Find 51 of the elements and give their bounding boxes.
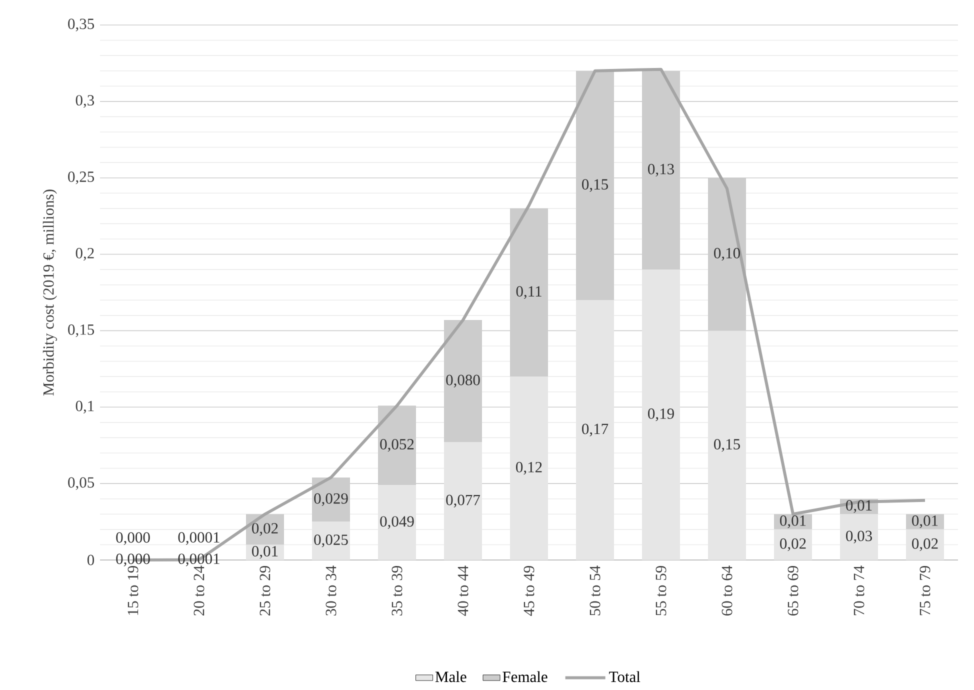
x-tick-label: 70 to 74 bbox=[854, 566, 864, 616]
data-label: 0,03 bbox=[846, 530, 872, 544]
data-label: 0,10 bbox=[714, 248, 740, 261]
data-label: 0,049 bbox=[380, 516, 414, 529]
y-tick-label: 0,2 bbox=[76, 248, 94, 261]
legend-label: Total bbox=[609, 671, 640, 682]
data-label: 0,15 bbox=[582, 179, 608, 192]
y-tick-label: 0,1 bbox=[76, 400, 94, 414]
data-label: 0,000 bbox=[116, 532, 150, 545]
data-label: 0,02 bbox=[252, 523, 278, 536]
y-tick-label: 0,05 bbox=[68, 477, 94, 490]
y-tick-label: 0,3 bbox=[76, 95, 94, 108]
x-tick-label: 75 to 79 bbox=[920, 566, 930, 616]
y-tick-label: 0,25 bbox=[68, 172, 94, 184]
data-label: 0,0001 bbox=[178, 532, 220, 545]
y-axis-title: Morbidity cost (2019 €, millions) bbox=[42, 190, 57, 396]
x-tick-label: 50 to 54 bbox=[590, 566, 600, 616]
x-tick-label: 20 to 24 bbox=[194, 566, 204, 616]
x-tick-label: 45 to 49 bbox=[524, 566, 534, 616]
x-tick-label: 35 to 39 bbox=[392, 566, 402, 616]
x-tick-label: 15 to 19 bbox=[128, 566, 138, 615]
data-label: 0,19 bbox=[648, 408, 674, 422]
data-label: 0,01 bbox=[912, 515, 938, 528]
y-tick-label: 0 bbox=[87, 554, 94, 566]
data-label: 0,02 bbox=[780, 538, 806, 552]
x-tick-label: 60 to 64 bbox=[722, 566, 732, 616]
legend-label: Male bbox=[435, 671, 466, 682]
x-tick-label: 30 to 34 bbox=[326, 566, 336, 616]
data-label: 0,01 bbox=[780, 515, 806, 528]
data-label: 0,12 bbox=[516, 462, 542, 475]
data-label: 0,0001 bbox=[178, 554, 220, 566]
data-label: 0,080 bbox=[446, 374, 480, 388]
data-label: 0,025 bbox=[314, 534, 348, 548]
x-tick-label: 40 to 44 bbox=[458, 566, 468, 616]
data-label: 0,17 bbox=[582, 424, 608, 436]
y-tick-label: 0,35 bbox=[68, 18, 94, 32]
data-label: 0,13 bbox=[648, 164, 674, 177]
data-label: 0,11 bbox=[516, 286, 542, 299]
legend-label: Female bbox=[502, 671, 548, 682]
x-tick-label: 25 to 29 bbox=[260, 566, 270, 616]
data-label: 0,052 bbox=[380, 439, 414, 452]
data-label: 0,01 bbox=[252, 546, 278, 559]
data-label: 0,029 bbox=[314, 493, 348, 506]
x-tick-label: 55 to 59 bbox=[656, 566, 666, 616]
data-label: 0,15 bbox=[714, 439, 740, 452]
data-label: 0,077 bbox=[446, 494, 480, 508]
data-label: 0,000 bbox=[116, 554, 150, 566]
x-tick-label: 65 to 69 bbox=[788, 566, 798, 616]
y-tick-label: 0,15 bbox=[68, 324, 94, 338]
data-label: 0,02 bbox=[912, 538, 938, 552]
data-label: 0,01 bbox=[846, 500, 872, 513]
